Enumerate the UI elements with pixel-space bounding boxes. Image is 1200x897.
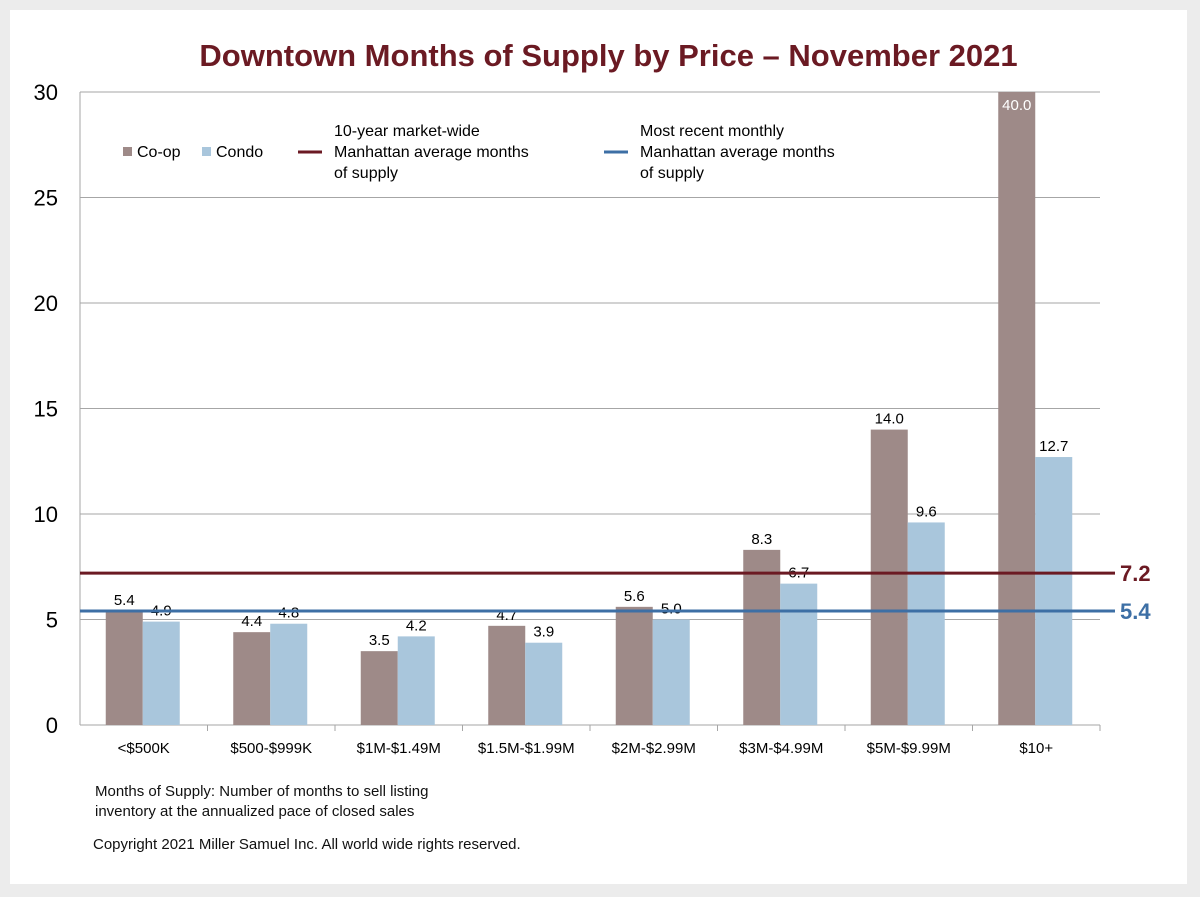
data-label: 5.4: [114, 592, 135, 609]
x-tick-label: $10+: [1019, 740, 1053, 757]
y-tick-label: 5: [46, 608, 58, 633]
bar-co-op: [488, 625, 526, 725]
x-tick-label: $1M-$1.49M: [357, 740, 441, 757]
data-label: 14.0: [875, 411, 904, 428]
data-label: 4.2: [406, 617, 427, 634]
data-label: 4.4: [241, 613, 262, 630]
bar-condo: [907, 522, 945, 725]
x-tick-label: $2M-$2.99M: [612, 740, 696, 757]
data-label: 5.0: [661, 601, 682, 618]
data-label: 4.7: [496, 607, 517, 624]
bar-co-op: [998, 92, 1036, 725]
bar-condo: [652, 619, 690, 725]
legend-label: Most recent monthly: [640, 123, 784, 140]
bar-condo: [1035, 457, 1073, 725]
y-tick-label: 0: [46, 713, 58, 738]
footnote-line: Months of Supply: Number of months to se…: [95, 783, 429, 800]
legend-label: Condo: [216, 144, 263, 161]
bar-co-op: [615, 606, 653, 725]
footnote: Months of Supply: Number of months to se…: [95, 782, 429, 822]
bar-condo: [780, 583, 818, 725]
y-tick-label: 20: [34, 291, 58, 316]
legend-label: of supply: [640, 165, 704, 182]
bar-co-op: [743, 549, 781, 725]
y-tick-label: 30: [34, 80, 58, 105]
bar-co-op: [870, 429, 908, 725]
legend-label: Manhattan average months: [640, 144, 835, 161]
bar-co-op: [105, 611, 143, 725]
data-label: 5.6: [624, 588, 645, 605]
x-tick-label: <$500K: [118, 740, 170, 757]
data-label: 4.8: [278, 605, 299, 622]
data-label: 12.7: [1039, 438, 1068, 455]
legend-swatch-co-op: [123, 147, 132, 156]
bar-condo: [270, 623, 308, 725]
y-tick-label: 25: [34, 186, 58, 211]
chart-title: Downtown Months of Supply by Price – Nov…: [199, 38, 1018, 73]
legend-label: 10-year market-wide: [334, 123, 480, 140]
data-label: 40.0: [1002, 97, 1031, 114]
data-label: 3.5: [369, 632, 390, 649]
x-tick-label: $1.5M-$1.99M: [478, 740, 575, 757]
bar-co-op: [233, 632, 271, 725]
copyright: Copyright 2021 Miller Samuel Inc. All wo…: [93, 836, 521, 853]
y-tick-label: 10: [34, 502, 58, 527]
bar-condo: [397, 636, 435, 725]
legend-label: Co-op: [137, 144, 181, 161]
reference-line-label: 7.2: [1120, 561, 1151, 586]
data-label: 8.3: [751, 531, 772, 548]
y-tick-label: 15: [34, 397, 58, 422]
bar-co-op: [360, 651, 398, 725]
legend-label: Manhattan average months: [334, 144, 529, 161]
x-tick-label: $3M-$4.99M: [739, 740, 823, 757]
data-label: 3.9: [533, 624, 554, 641]
reference-line-label: 5.4: [1120, 599, 1151, 624]
x-tick-label: $5M-$9.99M: [867, 740, 951, 757]
x-tick-label: $500-$999K: [230, 740, 312, 757]
bar-condo: [142, 621, 180, 725]
data-label: 9.6: [916, 503, 937, 520]
bar-condo: [525, 642, 563, 725]
legend-label: of supply: [334, 165, 398, 182]
legend-swatch-condo: [202, 147, 211, 156]
footnote-line: inventory at the annualized pace of clos…: [95, 803, 415, 820]
